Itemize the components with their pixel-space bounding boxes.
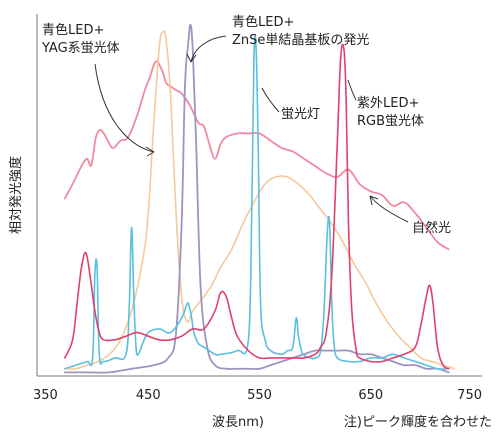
annotation-fluorescent-label: 蛍光灯	[281, 107, 320, 122]
axes-frame	[36, 14, 482, 377]
annotation-uv-rgb-line2: RGB蛍光体	[357, 114, 424, 129]
x-tick-labels: 350 450 550 650 750	[33, 388, 482, 403]
x-tick-label-350: 350	[33, 388, 58, 403]
series-line-blue-led-yag	[64, 30, 455, 370]
annotation-uv-rgb-arrow	[347, 79, 357, 101]
series-line-blue-led-znse	[63, 23, 450, 374]
x-tick-label-750: 750	[457, 388, 482, 403]
annotation-blue-yag-arrowhead	[145, 146, 155, 157]
annotation-natural-light-label: 自然光	[412, 220, 451, 236]
annotation-blue-yag-line2: YAG系蛍光体	[41, 41, 120, 56]
series-line-uv-led-rgb	[64, 43, 450, 370]
series-line-natural-light	[63, 60, 450, 251]
x-tick-label-450: 450	[136, 388, 161, 403]
annotation-blue-znse-arrowhead	[186, 53, 197, 63]
y-axis-title: 相対発光強度	[8, 156, 24, 234]
x-tick-label-650: 650	[358, 388, 383, 403]
annotation-blue-znse-arrow	[190, 35, 227, 63]
annotation-blue-znse-line2: ZnSe単結晶基板の発光	[232, 32, 369, 48]
annotation-blue-znse: 青色LED+ ZnSe単結晶基板の発光	[186, 14, 369, 63]
annotation-uv-rgb-line1: 紫外LED+	[357, 96, 419, 111]
x-axis-title: 波長nm)	[212, 415, 264, 430]
annotation-natural-light: 自然光	[369, 195, 451, 236]
series-curves	[63, 23, 455, 374]
annotation-blue-yag: 青色LED+ YAG系蛍光体	[41, 22, 155, 157]
annotation-fluorescent: 蛍光灯	[261, 87, 320, 122]
series-line-fluorescent	[64, 35, 450, 370]
annotation-fluorescent-arrow	[261, 87, 280, 113]
annotation-blue-yag-line1: 青色LED+	[42, 22, 104, 38]
annotation-blue-znse-line1: 青色LED+	[232, 14, 294, 30]
annotation-uv-rgb: 紫外LED+ RGB蛍光体	[347, 79, 424, 129]
annotation-natural-light-arrow	[369, 195, 409, 223]
x-tick-label-550: 550	[247, 388, 272, 403]
annotation-blue-yag-arrow	[94, 63, 155, 153]
annotation-natural-light-arrowhead	[369, 195, 379, 206]
footnote: 注)ピーク輝度を合わせた	[344, 414, 492, 430]
